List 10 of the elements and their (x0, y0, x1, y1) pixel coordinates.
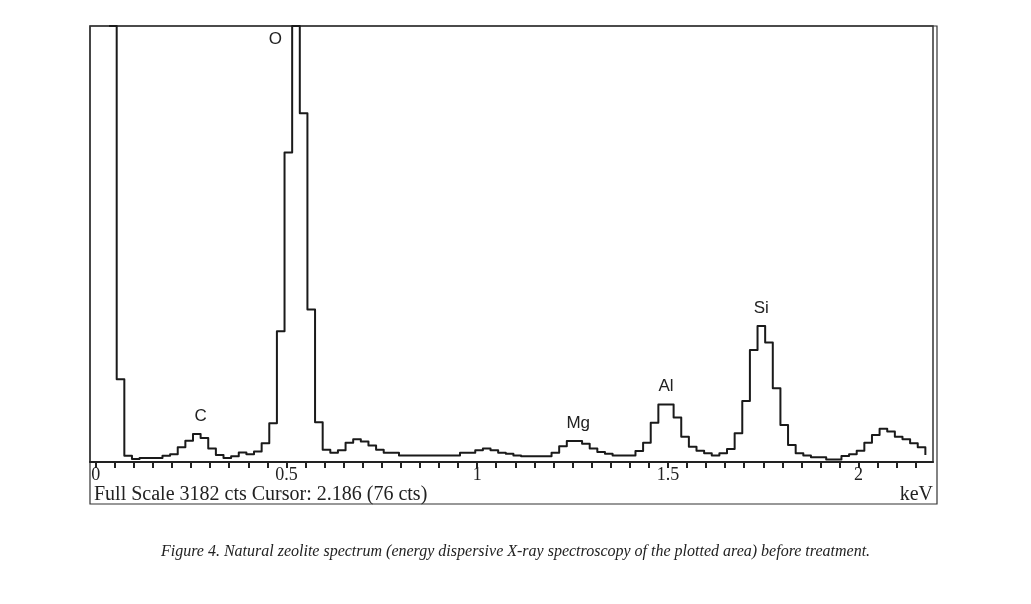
annotation: Si (753, 297, 769, 317)
caption: Figure 4. Natural zeolite spectrum (energy dispersive X-ray spectroscopy of the plotted area) before treatment. (159, 541, 871, 560)
x-tick-label: 0.5 (275, 464, 298, 484)
annotation: C (194, 406, 207, 426)
text: Full Scale 3182 cts Cursor: 2.186 (76 cts) (94, 482, 428, 505)
x-axis-title: keV (899, 482, 934, 504)
annotation: O (268, 29, 282, 48)
annotation: Al (658, 376, 674, 396)
annotation: Mg (566, 413, 591, 433)
x-tick-label: 1.5 (656, 464, 680, 484)
